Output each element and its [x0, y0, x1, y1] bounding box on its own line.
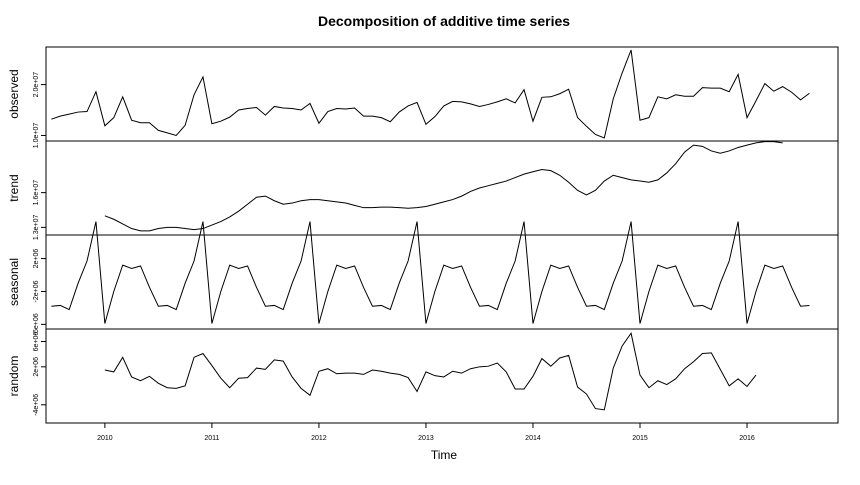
y-tick-label: -4e+06	[33, 394, 40, 416]
y-tick-label: 2e+06	[33, 249, 40, 269]
series-line-observed	[51, 49, 810, 139]
panel-random: -4e+06 2e+06 6e+06 random	[7, 328, 839, 424]
y-tick-label: 1.0e+07	[33, 123, 40, 149]
y-tick-label: 1.3e+07	[33, 215, 40, 241]
panel-frame	[45, 328, 839, 424]
y-tick-label: 2.0e+07	[33, 72, 40, 98]
y-tick-label: -6e+06	[33, 313, 40, 335]
panel-observed: 1.0e+07 2.0e+07 observed	[7, 46, 839, 149]
y-axis-label-trend: trend	[7, 174, 21, 201]
y-tick-label: 1.6e+07	[33, 180, 40, 206]
x-tick-label: 2010	[97, 435, 113, 442]
x-tick-label: 2013	[418, 435, 434, 442]
panel-seasonal: -6e+06 -2e+06 2e+06 seasonal	[7, 221, 839, 335]
panel-trend: 1.3e+07 1.6e+07 trend	[7, 140, 839, 241]
panel-frame	[45, 234, 839, 330]
y-tick-label: 2e+06	[33, 357, 40, 377]
panel-frame	[45, 46, 839, 142]
chart-title: Decomposition of additive time series	[318, 13, 570, 29]
y-axis-label-seasonal: seasonal	[7, 258, 21, 306]
y-axis-label-random: random	[7, 356, 21, 397]
panel-frame	[45, 140, 839, 236]
series-line-seasonal	[51, 221, 810, 324]
y-tick-label: 6e+06	[33, 332, 40, 352]
x-tick-label: 2011	[204, 435, 219, 442]
series-line-trend	[104, 141, 783, 232]
y-tick-label: -2e+06	[33, 280, 40, 302]
x-tick-label: 2012	[311, 435, 327, 442]
x-axis: 2010 2011 2012 2013 2014 2015 2016	[97, 423, 755, 442]
x-tick-label: 2014	[525, 435, 541, 442]
series-line-random	[104, 332, 757, 411]
x-axis-label: Time	[431, 448, 458, 462]
y-axis-label-observed: observed	[7, 69, 21, 118]
x-tick-label: 2016	[739, 435, 755, 442]
x-tick-label: 2015	[632, 435, 648, 442]
